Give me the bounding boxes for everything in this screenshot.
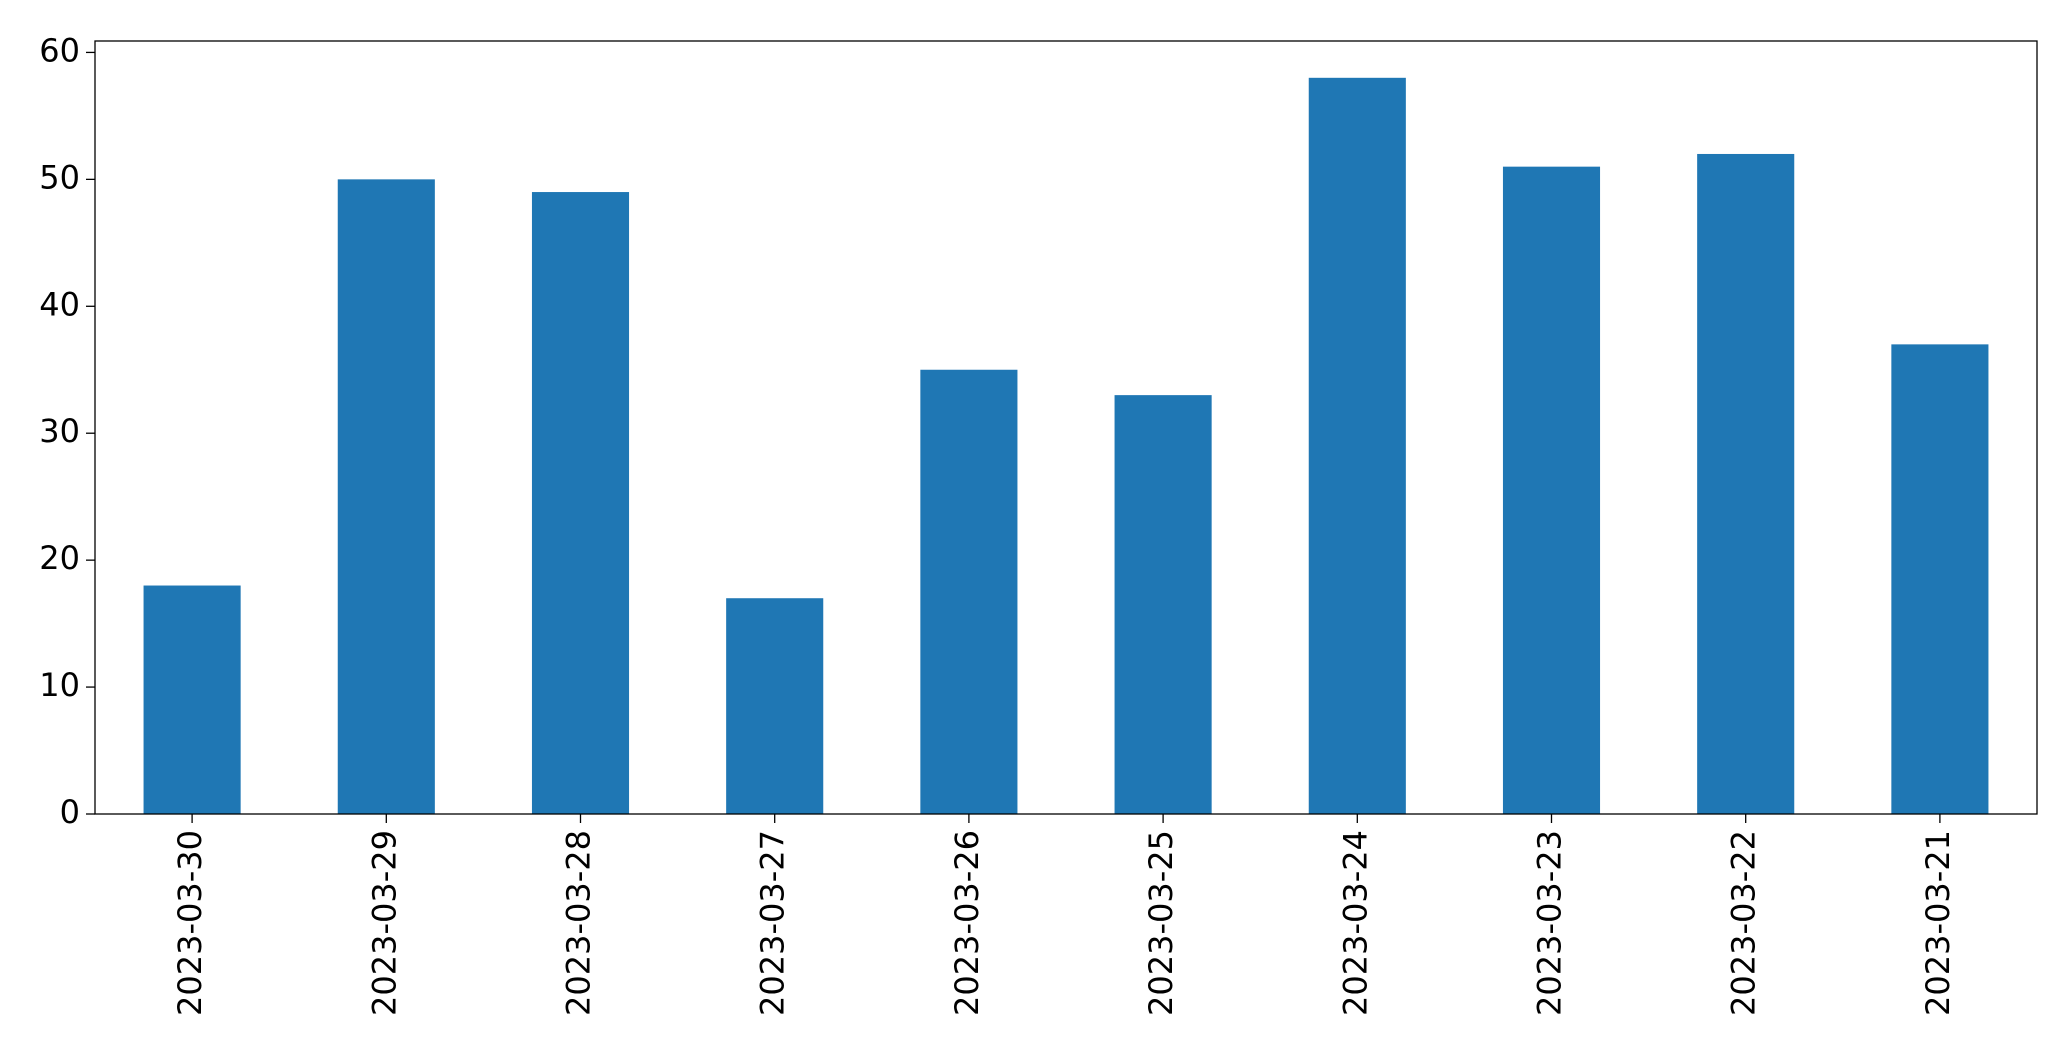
y-tick-label: 50 <box>39 158 80 196</box>
bar <box>143 585 241 814</box>
bar <box>1502 166 1601 814</box>
x-tick-label: 2023-03-29 <box>365 830 403 1016</box>
bar <box>920 369 1018 814</box>
bar <box>1891 344 1989 814</box>
x-tick-label: 2023-03-26 <box>948 830 986 1016</box>
x-tick-label: 2023-03-24 <box>1336 830 1374 1016</box>
x-tick-label: 2023-03-22 <box>1725 830 1763 1016</box>
bar <box>531 192 630 815</box>
bar <box>726 598 824 814</box>
y-tick-label: 30 <box>39 412 80 450</box>
bar <box>1308 77 1406 815</box>
x-tick-label: 2023-03-23 <box>1531 830 1569 1016</box>
x-tick-label: 2023-03-27 <box>754 830 792 1016</box>
y-tick-label: 20 <box>39 539 80 577</box>
y-tick-label: 10 <box>39 666 80 704</box>
x-tick-label: 2023-03-21 <box>1919 830 1957 1016</box>
x-tick-label: 2023-03-25 <box>1142 830 1180 1016</box>
y-tick-label: 60 <box>39 31 80 69</box>
x-tick-label: 2023-03-30 <box>171 830 209 1016</box>
bar <box>1114 395 1212 814</box>
y-tick-label: 0 <box>60 793 80 831</box>
y-tick-label: 40 <box>39 285 80 323</box>
plot-frame <box>94 40 2038 815</box>
x-tick-label: 2023-03-28 <box>560 830 598 1016</box>
bar <box>1697 153 1795 814</box>
bar <box>337 179 435 815</box>
